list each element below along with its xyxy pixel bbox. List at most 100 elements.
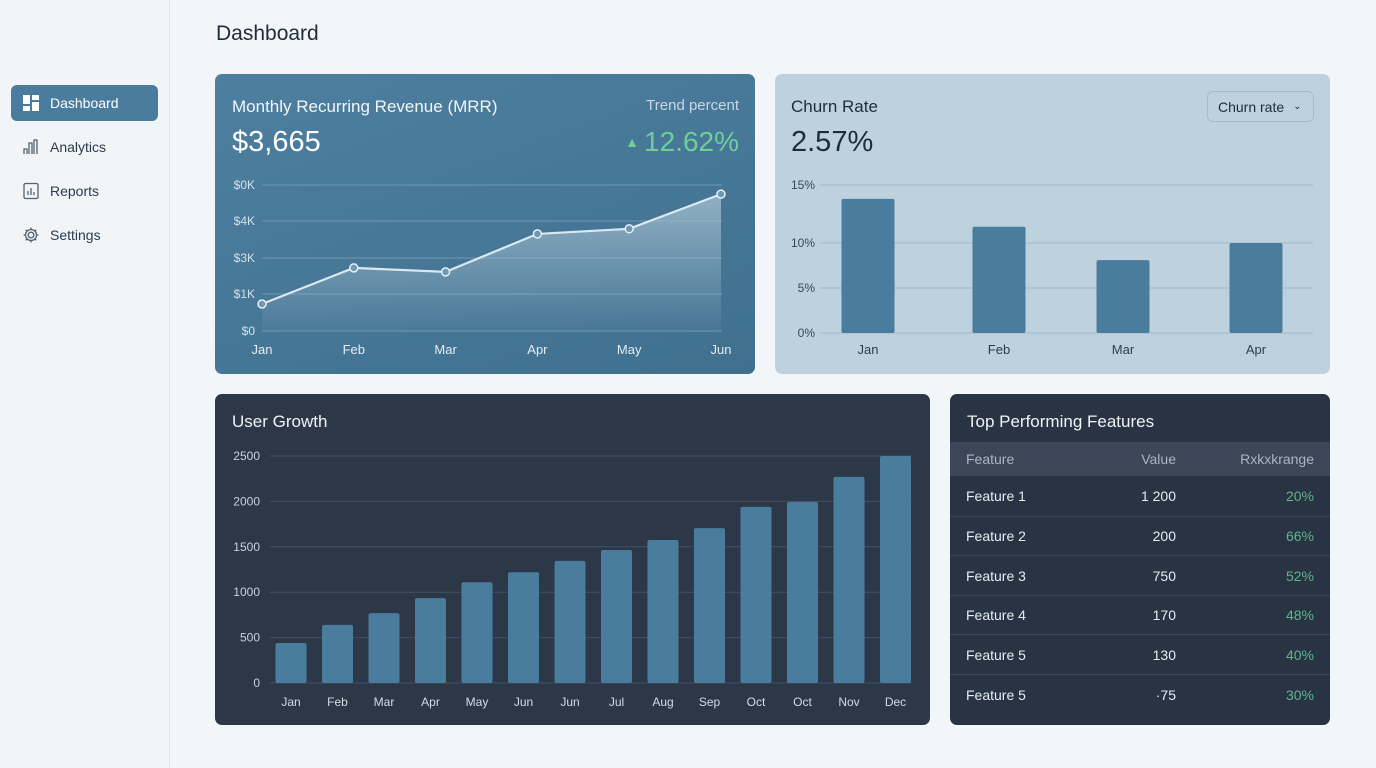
- series-line: [261, 193, 722, 306]
- sidebar-item-label: Analytics: [50, 139, 107, 155]
- x-tick-label: Sep: [699, 695, 721, 709]
- x-tick-label: Jan: [281, 695, 300, 709]
- y-tick-label: 0: [253, 676, 260, 690]
- churn-title: Churn Rate: [791, 97, 878, 116]
- y-tick-label: $1K: [234, 287, 255, 301]
- x-tick-label: May: [466, 695, 489, 709]
- mrr-value: $3,665: [232, 126, 321, 158]
- features-title: Top Performing Features: [967, 412, 1155, 431]
- x-tick-label: Apr: [1246, 342, 1267, 357]
- table-row[interactable]: Feature 1 1 200 20%: [950, 476, 1330, 516]
- table-row[interactable]: Feature 3 750 52%: [950, 555, 1330, 595]
- bar: [694, 528, 725, 683]
- table-row[interactable]: Feature 5 130 40%: [950, 634, 1330, 674]
- sidebar-item-dashboard[interactable]: Dashboard: [11, 85, 158, 121]
- sidebar-item-label: Settings: [50, 227, 101, 243]
- column-header-feature[interactable]: Feature: [966, 451, 1015, 467]
- bar-chart-icon: [23, 139, 38, 154]
- triangle-up-icon: ▲: [625, 134, 640, 150]
- x-tick-label: Oct: [747, 695, 766, 709]
- bar: [368, 613, 400, 683]
- data-point: [716, 189, 726, 199]
- mrr-title: Monthly Recurring Revenue (MRR): [232, 97, 498, 116]
- x-tick-label: Mar: [434, 342, 457, 357]
- churn-value: 2.57%: [791, 126, 874, 158]
- y-tick-label: $0K: [234, 178, 255, 192]
- feature-name: Feature 5: [966, 686, 1026, 703]
- bar: [833, 476, 865, 683]
- feature-value: 170: [1152, 607, 1176, 624]
- bar: [1229, 243, 1283, 333]
- churn-card: 0% 5% 10% 15% Jan Feb Mar Apr Churn Rate 2.57% …: [775, 74, 1330, 374]
- sidebar-item-label: Dashboard: [50, 95, 119, 111]
- bar: [415, 598, 446, 683]
- mrr-chart: $0 $1K $3K $4K $0K Jan Feb Mar Apr May Jun: [234, 178, 732, 357]
- x-tick-label: Jun: [711, 342, 732, 357]
- feature-range: 66%: [1285, 528, 1314, 545]
- gear-icon: [23, 227, 39, 243]
- feature-name: Feature 2: [966, 528, 1026, 545]
- y-tick-label: $0: [242, 324, 256, 338]
- sidebar-item-settings[interactable]: Settings: [11, 217, 158, 253]
- bar: [601, 549, 632, 683]
- data-point: [624, 224, 634, 234]
- x-tick-label: Oct: [793, 695, 812, 709]
- y-tick-label: 5%: [798, 281, 816, 295]
- x-tick-label: May: [617, 342, 642, 357]
- table-row[interactable]: Feature 2 200 66%: [950, 515, 1330, 556]
- trend-value: 12.62%: [644, 126, 739, 157]
- trend-label: Trend percent: [646, 97, 739, 114]
- y-tick-label: 0%: [798, 326, 816, 340]
- y-tick-label: 1500: [233, 540, 260, 554]
- column-header-value[interactable]: Value: [1141, 451, 1176, 467]
- bar: [787, 501, 818, 683]
- feature-value: 200: [1152, 528, 1176, 545]
- data-point: [440, 267, 451, 277]
- sidebar: Dashboard Analytics Reports Settings: [0, 0, 170, 768]
- feature-range: 30%: [1285, 686, 1314, 703]
- y-tick-label: 1000: [233, 585, 260, 599]
- sidebar-item-analytics[interactable]: Analytics: [11, 129, 158, 165]
- column-header-range[interactable]: Rxkxkrange: [1240, 451, 1314, 467]
- feature-range: 40%: [1285, 646, 1314, 663]
- bar: [880, 456, 911, 683]
- bar: [1096, 260, 1150, 333]
- y-tick-label: 15%: [791, 178, 815, 192]
- x-tick-label: Nov: [838, 695, 859, 709]
- x-tick-label: Apr: [527, 342, 548, 357]
- y-tick-label: 10%: [791, 236, 815, 250]
- table-row[interactable]: Feature 4 170 48%: [950, 594, 1330, 635]
- churn-metric-dropdown[interactable]: Churn rate ⌄: [1207, 91, 1314, 122]
- bar: [740, 506, 772, 683]
- x-tick-label: Mar: [374, 695, 395, 709]
- feature-value: 750: [1152, 567, 1176, 584]
- feature-name: Feature 1: [966, 488, 1026, 504]
- table-row[interactable]: Feature 5 ·75 30%: [950, 674, 1330, 714]
- y-tick-label: $3K: [234, 251, 255, 265]
- bar: [554, 560, 586, 683]
- user-growth-chart: 0 500 1000 1500 2000 2500 Jan Feb Mar Apr May Jun Ju…: [233, 449, 912, 709]
- bar: [972, 226, 1026, 333]
- y-tick-label: $4K: [234, 214, 255, 228]
- x-tick-label: Jun: [560, 695, 579, 709]
- area-fill: [262, 194, 721, 331]
- feature-value: ·75: [1155, 686, 1176, 703]
- x-tick-label: Mar: [1112, 342, 1135, 357]
- feature-value: 130: [1152, 646, 1176, 663]
- x-tick-label: Feb: [343, 342, 365, 357]
- bar: [322, 624, 353, 683]
- x-tick-label: Apr: [421, 695, 440, 709]
- x-tick-label: Aug: [652, 695, 673, 709]
- sidebar-item-label: Reports: [50, 183, 100, 199]
- x-tick-label: Dec: [885, 695, 906, 709]
- page-title: Dashboard: [216, 22, 319, 45]
- bar: [841, 198, 895, 333]
- feature-range: 48%: [1285, 607, 1314, 624]
- x-tick-label: Jan: [252, 342, 273, 357]
- mrr-card: $0 $1K $3K $4K $0K Jan Feb Mar Apr May Jun Monthly…: [215, 74, 755, 374]
- report-icon: [23, 182, 39, 200]
- bar: [275, 643, 307, 683]
- x-tick-label: Feb: [988, 342, 1010, 357]
- chevron-down-icon: ⌄: [1293, 101, 1302, 112]
- sidebar-item-reports[interactable]: Reports: [11, 173, 158, 209]
